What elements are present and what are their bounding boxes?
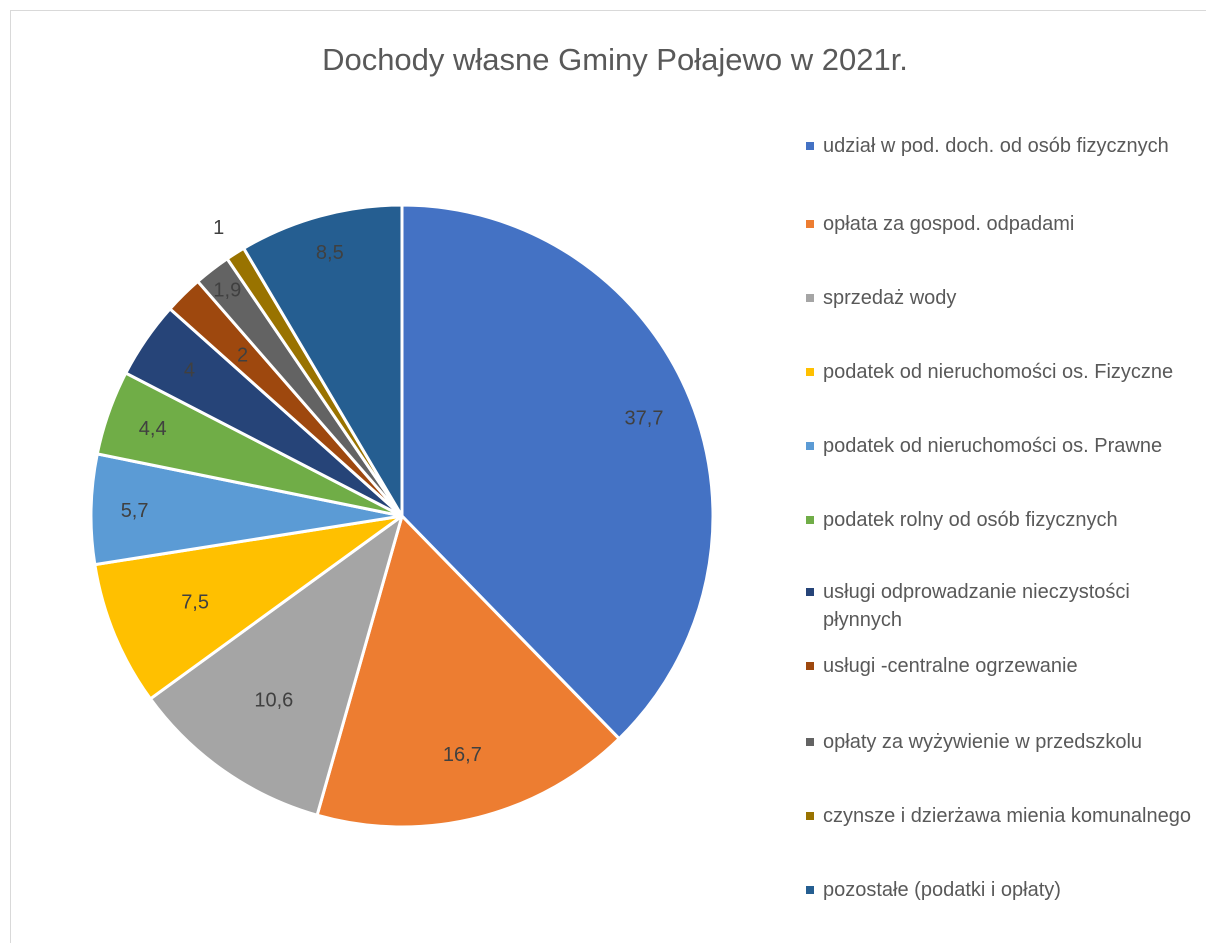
data-label: 10,6 bbox=[254, 690, 293, 712]
legend-item: usługi -centralne ogrzewanie bbox=[806, 652, 1078, 680]
legend-label: pozostałe (podatki i opłaty) bbox=[823, 879, 1061, 901]
pie-slice bbox=[148, 514, 404, 817]
data-label: 7,5 bbox=[181, 592, 209, 614]
legend-swatch bbox=[806, 294, 814, 302]
legend-item: opłaty za wyżywienie w przedszkolu bbox=[806, 728, 1142, 756]
legend-item: podatek od nieruchomości os. Fizyczne bbox=[806, 358, 1173, 386]
legend-swatch bbox=[806, 220, 814, 228]
legend-swatch bbox=[806, 516, 814, 524]
legend-item: usługi odprowadzanie nieczystości płynny… bbox=[806, 578, 1202, 634]
pie-slice bbox=[242, 203, 404, 518]
legend-label: udział w pod. doch. od osób fizycznych bbox=[823, 135, 1169, 157]
legend-label: czynsze i dzierżawa mienia komunalnego bbox=[823, 805, 1191, 827]
legend-label: opłaty za wyżywienie w przedszkolu bbox=[823, 731, 1143, 753]
legend-swatch bbox=[806, 588, 814, 596]
legend-item: czynsze i dzierżawa mienia komunalnego bbox=[806, 802, 1191, 830]
legend-item: pozostałe (podatki i opłaty) bbox=[806, 876, 1061, 904]
legend-swatch bbox=[806, 142, 814, 150]
data-label: 8,5 bbox=[316, 242, 344, 264]
chart-area bbox=[10, 10, 1206, 943]
data-label: 2 bbox=[237, 345, 248, 367]
legend-item: podatek rolny od osób fizycznych bbox=[806, 506, 1118, 534]
pie-slice bbox=[315, 514, 621, 829]
data-label: 4,4 bbox=[139, 418, 167, 440]
legend-swatch bbox=[806, 886, 814, 894]
data-label: 16,7 bbox=[443, 744, 482, 766]
pie-slice bbox=[400, 203, 715, 741]
legend-label: podatek rolny od osób fizycznych bbox=[823, 509, 1118, 531]
legend-label: sprzedaż wody bbox=[823, 287, 957, 309]
legend-swatch bbox=[806, 812, 814, 820]
legend-label: podatek od nieruchomości os. Prawne bbox=[823, 435, 1163, 457]
data-label: 1 bbox=[213, 217, 224, 239]
legend-label: opłata za gospod. odpadami bbox=[823, 213, 1075, 235]
legend-item: sprzedaż wody bbox=[806, 284, 956, 312]
pie-slices bbox=[89, 203, 715, 829]
pie-slice bbox=[93, 514, 404, 701]
data-label: 1,9 bbox=[213, 279, 241, 301]
legend-item: podatek od nieruchomości os. Prawne bbox=[806, 432, 1162, 460]
legend-swatch bbox=[806, 662, 814, 670]
chart-title: Dochody własne Gminy Połajewo w 2021r. bbox=[322, 42, 908, 77]
pie-data-labels: 37,7 16,7 10,6 7,5 5,7 4,4 4 2 1,9 1 8,5 bbox=[121, 217, 664, 766]
legend-swatch bbox=[806, 368, 814, 376]
legend-label: usługi -centralne ogrzewanie bbox=[823, 655, 1078, 677]
legend-item: udział w pod. doch. od osób fizycznych bbox=[806, 132, 1169, 160]
data-label: 4 bbox=[184, 360, 195, 382]
data-label: 37,7 bbox=[625, 408, 664, 430]
legend-swatch bbox=[806, 442, 814, 450]
legend-label: usługi odprowadzanie nieczystości płynny… bbox=[823, 581, 1130, 631]
legend-swatch bbox=[806, 738, 814, 746]
legend-item: opłata za gospod. odpadami bbox=[806, 210, 1074, 238]
data-label: 5,7 bbox=[121, 500, 149, 522]
legend-label: podatek od nieruchomości os. Fizyczne bbox=[823, 361, 1174, 383]
